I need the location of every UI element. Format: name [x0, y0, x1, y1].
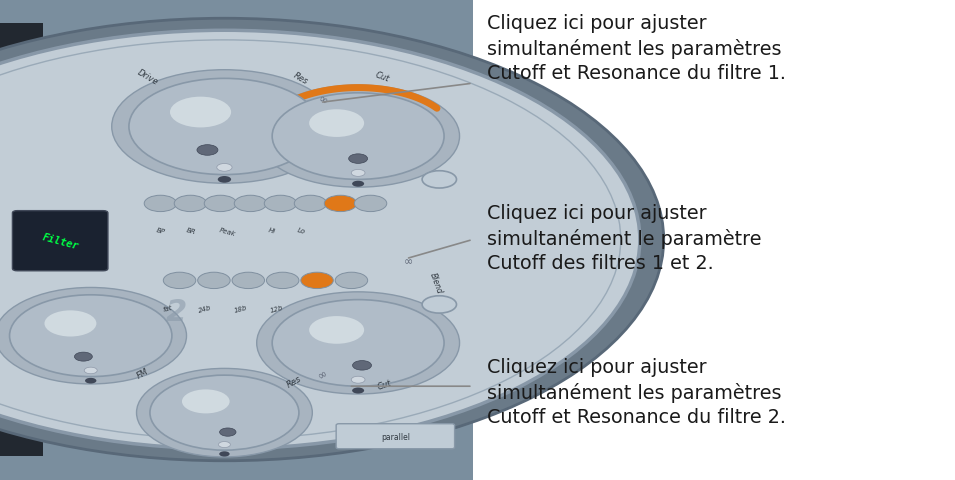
Circle shape	[74, 352, 93, 361]
Circle shape	[204, 196, 237, 212]
Circle shape	[257, 292, 459, 394]
Circle shape	[352, 181, 364, 187]
Circle shape	[325, 196, 357, 212]
FancyBboxPatch shape	[0, 0, 473, 480]
Circle shape	[422, 296, 456, 313]
Circle shape	[349, 155, 368, 164]
Text: Drive: Drive	[136, 67, 160, 86]
FancyBboxPatch shape	[0, 24, 43, 456]
Text: BP: BP	[156, 227, 165, 235]
Circle shape	[309, 316, 364, 344]
Text: Peak: Peak	[219, 227, 236, 237]
Text: Blend: Blend	[428, 271, 444, 295]
Text: Cliquez ici pour ajuster
simultanément les paramètres
Cutoff et Resonance du fil: Cliquez ici pour ajuster simultanément l…	[487, 358, 786, 426]
Circle shape	[220, 451, 229, 456]
Circle shape	[272, 300, 444, 386]
Circle shape	[170, 97, 231, 128]
Circle shape	[352, 361, 371, 371]
Text: Res: Res	[286, 373, 303, 389]
Circle shape	[10, 295, 172, 377]
Circle shape	[182, 390, 229, 414]
Circle shape	[112, 71, 337, 184]
Text: parallel: parallel	[381, 432, 410, 441]
Circle shape	[232, 273, 265, 289]
Text: ∞: ∞	[316, 368, 329, 381]
Text: BR: BR	[185, 227, 197, 235]
Text: ∞: ∞	[404, 257, 414, 266]
Circle shape	[354, 196, 387, 212]
Text: Cliquez ici pour ajuster
simultanément le paramètre
Cutoff des filtres 1 et 2.: Cliquez ici pour ajuster simultanément l…	[487, 204, 761, 273]
Circle shape	[309, 110, 364, 138]
Circle shape	[174, 196, 206, 212]
Circle shape	[0, 19, 664, 461]
Circle shape	[163, 273, 196, 289]
FancyBboxPatch shape	[12, 211, 108, 271]
FancyBboxPatch shape	[336, 424, 455, 449]
Text: Cut: Cut	[373, 71, 391, 84]
Text: Hi: Hi	[268, 227, 276, 235]
Circle shape	[234, 196, 266, 212]
Text: Cliquez ici pour ajuster
simultanément les paramètres
Cutoff et Resonance du fil: Cliquez ici pour ajuster simultanément l…	[487, 14, 786, 83]
Text: 12b: 12b	[269, 304, 285, 313]
Circle shape	[351, 170, 365, 177]
Circle shape	[198, 273, 230, 289]
Text: Cut: Cut	[376, 378, 393, 391]
Text: 18b: 18b	[233, 304, 248, 313]
Circle shape	[137, 369, 312, 457]
Circle shape	[272, 94, 444, 180]
Circle shape	[422, 171, 456, 189]
Circle shape	[266, 273, 299, 289]
Circle shape	[150, 375, 299, 450]
Circle shape	[219, 442, 230, 448]
Circle shape	[257, 86, 459, 188]
Circle shape	[351, 376, 365, 384]
Text: fat: fat	[161, 304, 173, 312]
Circle shape	[197, 145, 218, 156]
Circle shape	[218, 177, 231, 183]
Text: Filter: Filter	[41, 231, 79, 251]
Circle shape	[45, 311, 96, 337]
Circle shape	[301, 273, 333, 289]
Circle shape	[352, 388, 364, 394]
Text: 24b: 24b	[198, 304, 213, 313]
Text: Lo: Lo	[296, 227, 306, 235]
Circle shape	[129, 79, 320, 175]
Circle shape	[144, 196, 177, 212]
Circle shape	[217, 164, 232, 172]
Text: Res: Res	[292, 71, 309, 86]
Text: ∞: ∞	[316, 94, 329, 108]
Circle shape	[294, 196, 327, 212]
Circle shape	[85, 378, 96, 384]
Circle shape	[220, 428, 236, 436]
Circle shape	[265, 196, 297, 212]
FancyBboxPatch shape	[473, 0, 955, 480]
Circle shape	[0, 31, 640, 449]
Text: FM: FM	[136, 366, 151, 380]
Text: 2: 2	[166, 298, 187, 326]
Circle shape	[0, 288, 186, 384]
Circle shape	[335, 273, 368, 289]
Circle shape	[84, 367, 97, 374]
